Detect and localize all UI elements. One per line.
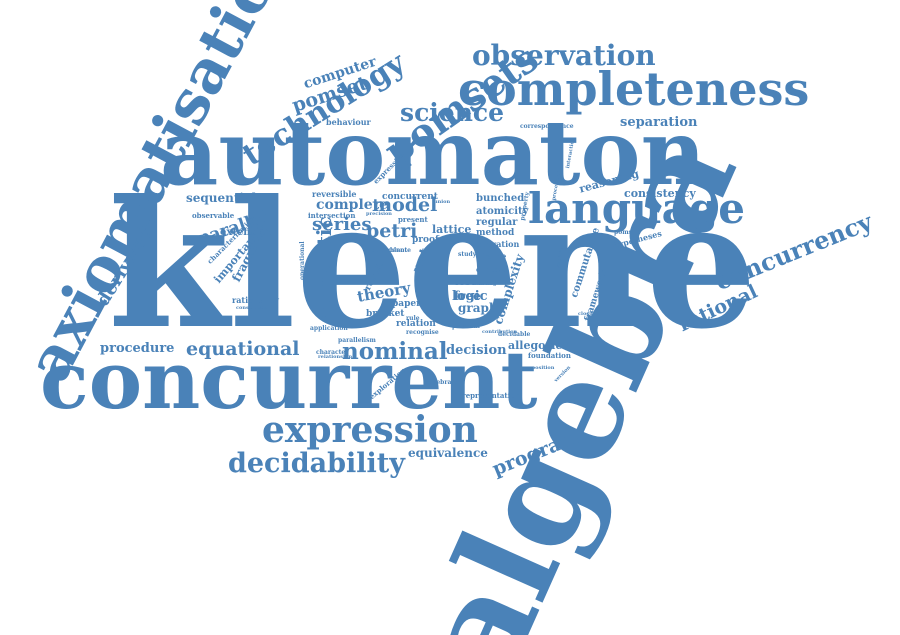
cloud-word: graph [458,302,498,314]
cloud-word: present [398,216,428,223]
cloud-word: standard [340,238,370,244]
cloud-word: science [400,100,504,125]
cloud-word: separation [620,116,697,129]
cloud-word: existing [474,282,496,287]
cloud-word: consistency [624,188,696,199]
cloud-word: behaviour [326,118,371,126]
cloud-word: semantic [314,216,334,318]
cloud-word: petri [366,222,417,241]
cloud-word: lattice [432,224,471,235]
cloud-word: bunched [476,194,524,204]
cloud-word: denote [388,248,411,254]
cloud-word: problem [452,324,480,330]
cloud-word: intersection [308,212,355,219]
cloud-word: parallelism [338,338,376,344]
cloud-word: sequential [186,192,256,204]
cloud-word: precision [366,212,392,217]
cloud-word: regular [476,218,517,228]
cloud-word: union [434,200,450,205]
cloud-word: correspondence [520,124,574,130]
cloud-word: decision [446,344,507,357]
cloud-word: foundation [528,352,571,359]
cloud-word: representation [462,392,520,399]
cloud-word: pomset [614,230,639,236]
cloud-word: concurrent [382,193,438,202]
cloud-word: decidability [228,450,405,477]
cloud-word: construction [236,306,272,311]
cloud-word: observation [472,42,656,70]
cloud-word: recognise [406,330,439,336]
cloud-word: method [476,229,514,238]
cloud-word: equivalence [408,447,488,459]
cloud-word: free [454,290,481,302]
cloud-word: proof [412,236,439,245]
cloud-word: procedure [100,342,174,355]
cloud-word: rule [406,316,420,322]
cloud-word: algebraic [426,380,457,386]
cloud-word: closure [578,312,599,317]
cloud-word: rationality [232,296,279,304]
cloud-word: paper [392,300,421,309]
cloud-word: reversible [312,190,357,198]
cloud-word: allegories [508,340,569,351]
cloud-word: composition [520,366,554,371]
cloud-word: application [310,326,348,332]
cloud-word: context [476,266,505,273]
cloud-word: complete [316,198,388,212]
cloud-word: operational [300,241,306,280]
cloud-word: test [454,278,475,288]
cloud-word: study [458,252,476,258]
cloud-word: contribution [482,330,517,335]
cloud-word: observable [192,212,234,219]
cloud-word: structure [526,236,557,242]
cloud-word: equational [186,340,300,359]
cloud-word: expression [262,412,478,448]
cloud-word: character [316,350,348,356]
cloud-word: operation [476,240,519,248]
cloud-word: frame [480,252,506,260]
cloud-word: bracket [366,310,404,319]
